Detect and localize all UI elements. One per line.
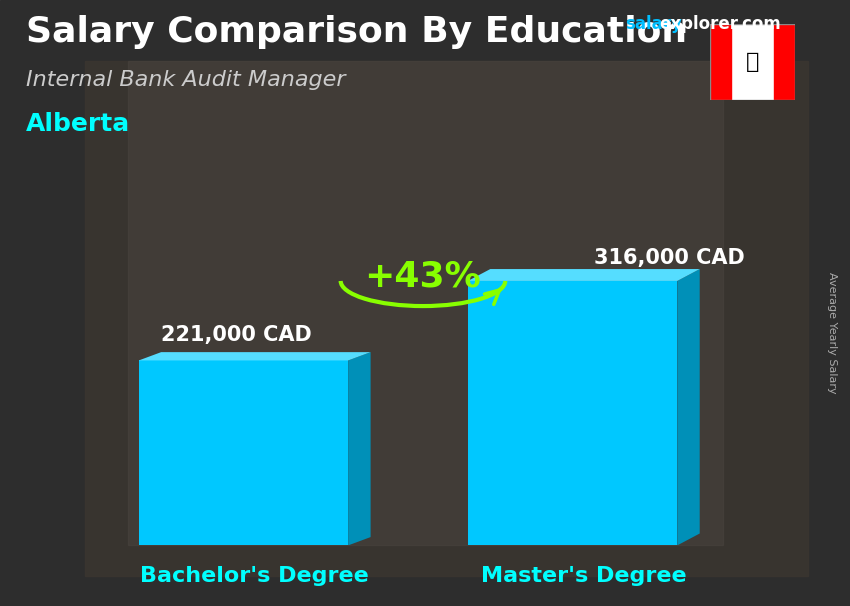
Bar bbox=[710, 24, 731, 100]
Polygon shape bbox=[139, 361, 348, 545]
Text: 🍁: 🍁 bbox=[745, 52, 759, 72]
Polygon shape bbox=[139, 352, 371, 361]
Polygon shape bbox=[468, 281, 677, 545]
Text: Alberta: Alberta bbox=[26, 112, 130, 136]
Bar bbox=[85, 61, 808, 576]
Bar bbox=[128, 61, 722, 545]
Polygon shape bbox=[677, 269, 700, 545]
Polygon shape bbox=[468, 269, 700, 281]
Text: salary: salary bbox=[625, 15, 682, 33]
Text: explorer.com: explorer.com bbox=[659, 15, 780, 33]
Text: Salary Comparison By Education: Salary Comparison By Education bbox=[26, 15, 687, 49]
Text: 221,000 CAD: 221,000 CAD bbox=[161, 325, 311, 345]
Polygon shape bbox=[348, 352, 371, 545]
Text: Bachelor's Degree: Bachelor's Degree bbox=[140, 567, 369, 587]
Text: Master's Degree: Master's Degree bbox=[481, 567, 687, 587]
Text: Average Yearly Salary: Average Yearly Salary bbox=[827, 273, 837, 394]
Text: Internal Bank Audit Manager: Internal Bank Audit Manager bbox=[26, 70, 345, 90]
Bar bbox=[774, 24, 795, 100]
Text: +43%: +43% bbox=[365, 260, 481, 294]
Text: 316,000 CAD: 316,000 CAD bbox=[594, 248, 745, 268]
